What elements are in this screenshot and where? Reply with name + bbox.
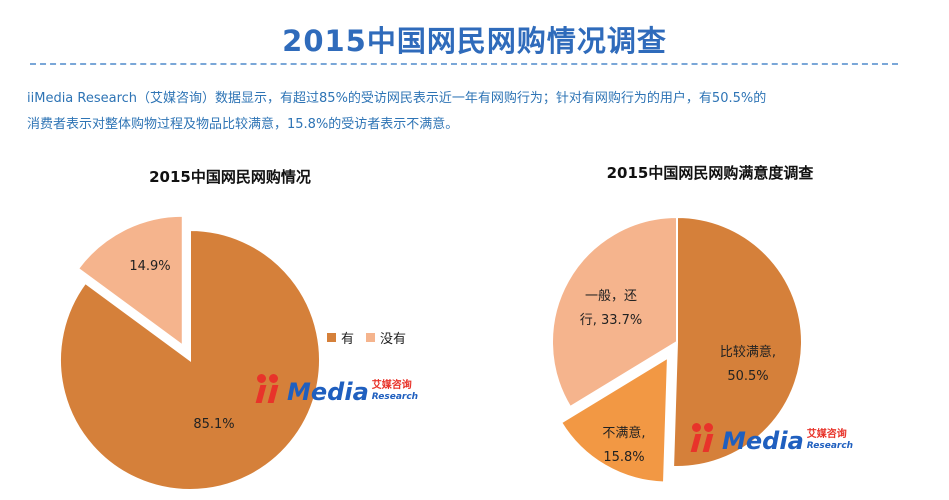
imedia-logo-2: Media 艾媒咨询 Research xyxy=(690,423,853,453)
legend-label-yes: 有 xyxy=(341,332,355,347)
chart-2-slice-2 xyxy=(551,215,678,409)
chart-1-slice-0 xyxy=(59,228,321,491)
chart-2-slice-0 xyxy=(672,215,803,468)
summary-line-1: iiMedia Research（艾媒咨询）数据显示，有超过85%的受访网民表示… xyxy=(27,91,767,106)
logo-en: Research xyxy=(806,441,854,451)
imedia-logo: Media 艾媒咨询 Research xyxy=(255,374,418,404)
legend-label-no: 没有 xyxy=(380,332,407,347)
logo-word: Media xyxy=(722,427,804,455)
logo-en: Research xyxy=(371,392,419,402)
legend-item-no: 没有 xyxy=(366,328,406,347)
logo-word: Media xyxy=(287,378,369,406)
imedia-logo-mark-icon xyxy=(690,423,724,453)
legend-swatch-no xyxy=(366,333,376,342)
chart-1-slice-1 xyxy=(76,214,184,348)
chart-2-data-label-2: 一般，还行, 33.7% xyxy=(580,288,643,328)
chart-2-data-label-1: 不满意, 15.8% xyxy=(602,425,645,465)
legend-swatch-yes xyxy=(327,333,336,342)
chart-2-slice-1 xyxy=(559,355,669,484)
summary-text: iiMedia Research（艾媒咨询）数据显示，有超过85%的受访网民表示… xyxy=(27,86,907,138)
chart-2-title: 2015中国网民网购满意度调查 xyxy=(606,164,814,182)
title-divider xyxy=(30,63,898,65)
legend-item-yes: 有 xyxy=(327,328,354,347)
logo-cn: 艾媒咨询 xyxy=(371,380,412,391)
logo-cn: 艾媒咨询 xyxy=(806,429,847,440)
imedia-logo-mark-icon xyxy=(255,374,289,404)
chart-2-data-label-0: 比较满意, 50.5% xyxy=(720,344,776,384)
page-title: 2015中国网民网购情况调查 xyxy=(282,24,667,58)
chart-1-data-label-1: 14.9% xyxy=(129,259,170,274)
chart-1-legend: 有 没有 xyxy=(327,328,418,347)
summary-line-2: 消费者表示对整体购物过程及物品比较满意，15.8%的受访者表示不满意。 xyxy=(27,117,459,132)
chart-1-title: 2015中国网民网购情况 xyxy=(149,168,311,186)
chart-1-data-label-0: 85.1% xyxy=(193,417,234,432)
